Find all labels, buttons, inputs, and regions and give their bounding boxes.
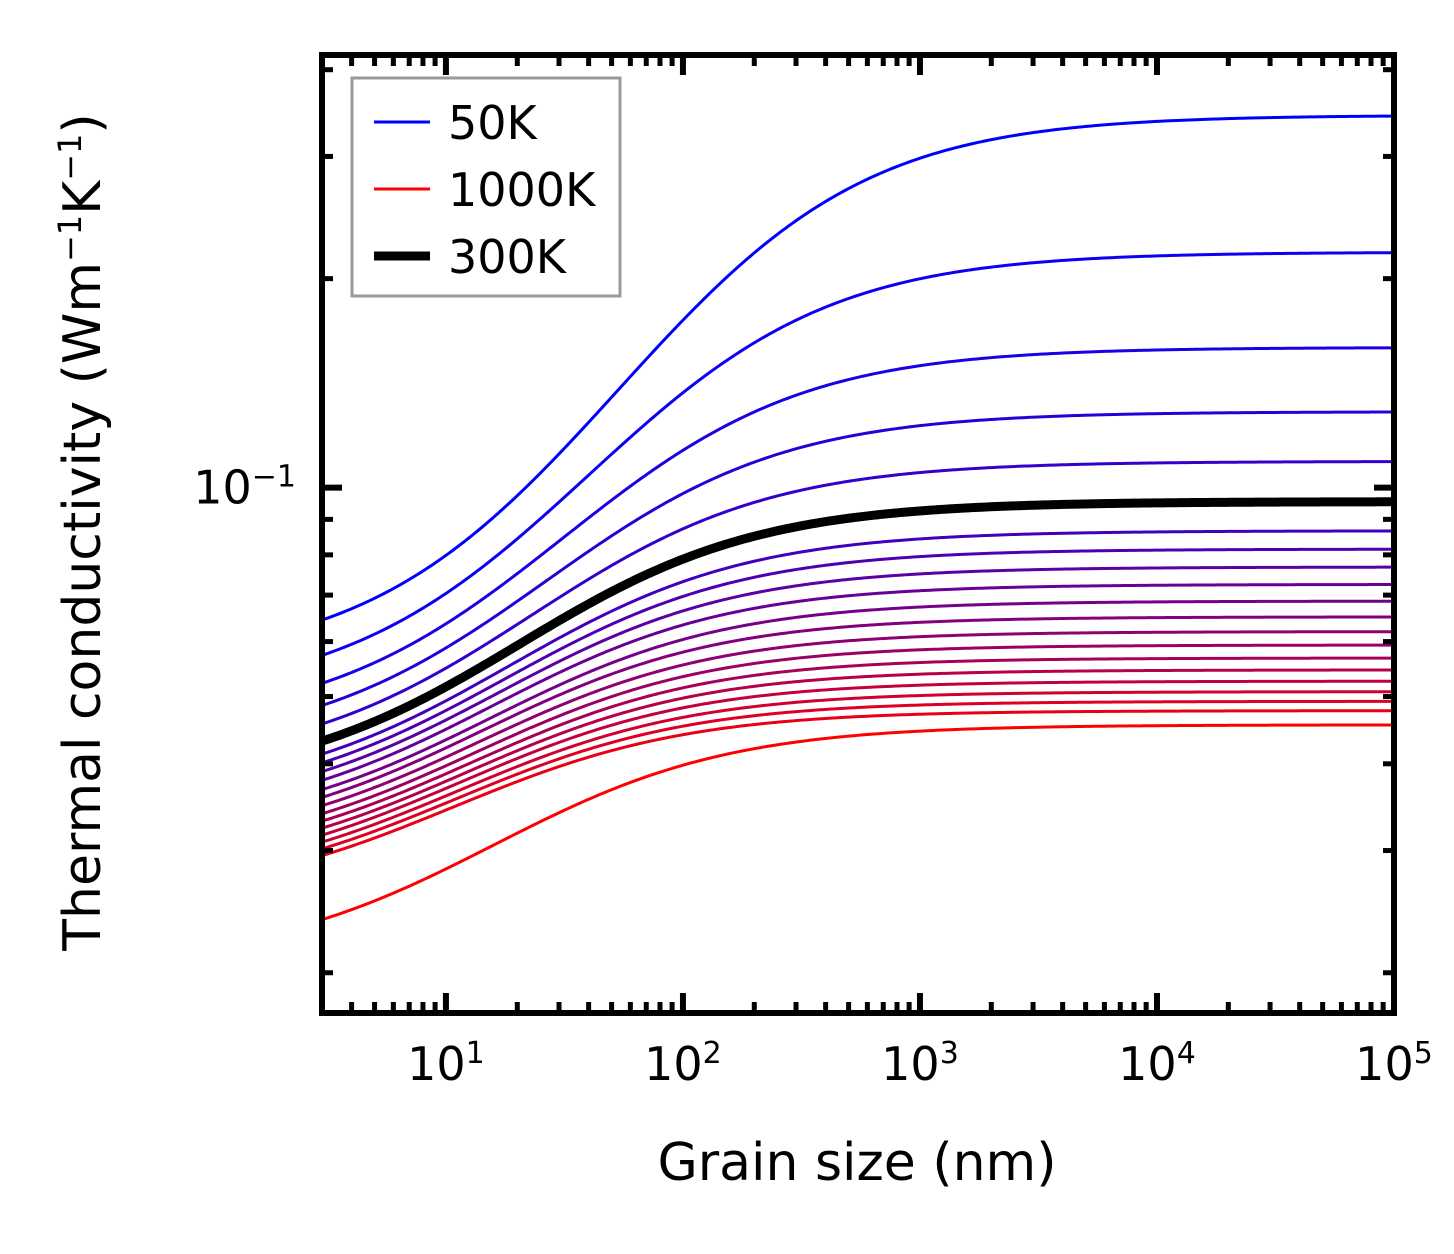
- curve-715k: [321, 656, 1394, 823]
- curve-50k: [321, 114, 1395, 622]
- svg-text:Thermal conductivity (Wm−1K−1): Thermal conductivity (Wm−1K−1): [51, 113, 113, 951]
- y-axis-title: Thermal conductivity (Wm−1K−1): [51, 113, 113, 951]
- x-tick-label-2: 103: [881, 1036, 959, 1092]
- legend: 50K 1000K 300K: [350, 76, 622, 298]
- svg-text:102: 102: [644, 1036, 722, 1092]
- svg-text:105: 105: [1355, 1036, 1433, 1092]
- x-tick-label-0: 101: [407, 1036, 485, 1092]
- curves-layer: [320, 114, 1396, 922]
- legend-entry-1000k: 1000K: [374, 163, 597, 217]
- curve-620k: [321, 630, 1394, 808]
- x-tick-label-1: 102: [644, 1036, 722, 1092]
- curve-525k: [321, 599, 1395, 792]
- svg-text:104: 104: [1118, 1036, 1196, 1092]
- curve-1000k: [321, 723, 1394, 922]
- svg-text:101: 101: [407, 1036, 485, 1092]
- x-axis-title: Grain size (nm): [657, 1133, 1056, 1193]
- x-tick-labels: 101 102 103 104 105: [407, 1036, 1433, 1092]
- legend-box: [350, 76, 622, 298]
- legend-entry-50k: 50K: [374, 96, 539, 150]
- curve-335k: [321, 529, 1395, 756]
- curve-953k: [321, 709, 1395, 858]
- svg-text:10−1: 10−1: [193, 459, 296, 514]
- y-tick-label-0: 10−1: [193, 459, 296, 514]
- curve-478k: [321, 583, 1395, 782]
- legend-label-300k: 300K: [448, 230, 568, 284]
- legend-entry-300k: 300K: [374, 230, 568, 284]
- curve-763k: [321, 668, 1394, 830]
- curve-240k: [321, 460, 1394, 726]
- legend-label-1000k: 1000K: [448, 163, 597, 217]
- x-tick-label-4: 105: [1355, 1036, 1433, 1092]
- legend-label-50k: 50K: [448, 96, 539, 150]
- curve-300k: [320, 497, 1396, 746]
- curve-905k: [321, 699, 1394, 851]
- curve-145k: [321, 346, 1395, 685]
- curve-430k: [321, 565, 1394, 774]
- svg-text:103: 103: [881, 1036, 959, 1092]
- y-tick-labels: 10−1: [193, 459, 296, 514]
- x-tick-label-3: 104: [1118, 1036, 1196, 1092]
- curve-668k: [321, 643, 1394, 816]
- curve-810k: [321, 679, 1394, 837]
- curve-573k: [321, 615, 1394, 799]
- curve-97.5k: [321, 251, 1395, 657]
- curve-858k: [321, 690, 1395, 844]
- axis-ticks: [319, 55, 1397, 1013]
- plot-frame: [319, 52, 1397, 1016]
- curve-192k: [321, 410, 1394, 707]
- curve-383k: [321, 547, 1394, 765]
- axes-frame: [319, 52, 1397, 1016]
